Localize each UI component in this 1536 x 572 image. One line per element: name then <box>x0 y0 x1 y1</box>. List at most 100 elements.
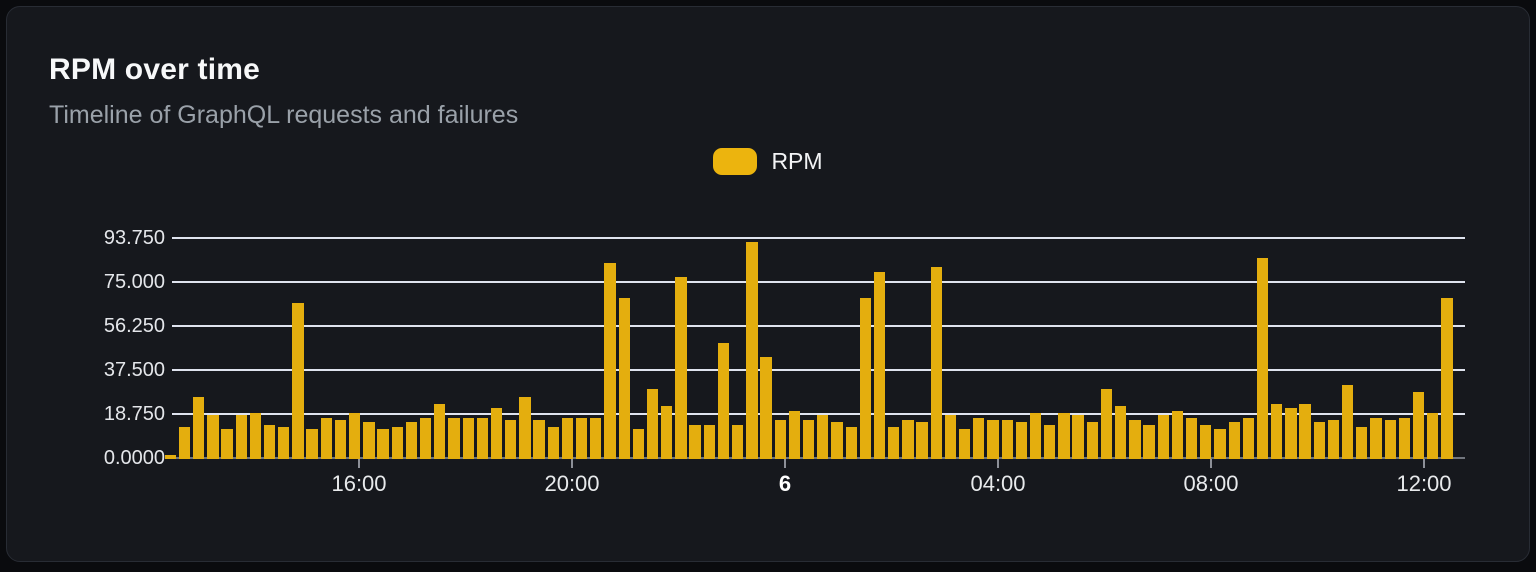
rpm-bar <box>363 422 375 459</box>
rpm-bar <box>1384 420 1396 459</box>
rpm-bar <box>1370 417 1382 459</box>
rpm-bar <box>959 429 971 459</box>
x-axis-label: 16:00 <box>331 471 387 496</box>
rpm-bar <box>802 420 815 459</box>
rpm-bar <box>1441 297 1453 459</box>
x-axis-label: 20:00 <box>544 471 600 496</box>
rpm-bar <box>1001 420 1013 459</box>
rpm-bar <box>193 396 205 459</box>
x-axis-tick <box>997 458 999 468</box>
rpm-bar <box>902 420 914 459</box>
y-axis-label: 56.250 <box>103 314 165 337</box>
rpm-bar <box>377 429 389 459</box>
gridline <box>172 412 1465 415</box>
y-axis-label: 0.0000 <box>103 446 165 469</box>
rpm-bar <box>405 422 418 459</box>
y-axis-label: 18.750 <box>103 402 165 425</box>
rpm-bar <box>1214 429 1226 459</box>
rpm-bar <box>774 420 786 459</box>
rpm-bar <box>249 412 262 459</box>
rpm-bar <box>873 272 886 459</box>
rpm-bar <box>1327 420 1340 459</box>
rpm-bar <box>434 403 446 459</box>
rpm-bar <box>448 417 460 459</box>
rpm-bar <box>703 424 715 459</box>
rpm-bar <box>1072 415 1084 459</box>
rpm-bar <box>1044 424 1056 459</box>
rpm-bar <box>1398 417 1411 459</box>
rpm-bar <box>1143 424 1155 459</box>
rpm-bar <box>1427 412 1439 459</box>
rpm-bar <box>888 427 900 459</box>
rpm-bar <box>1271 403 1283 459</box>
rpm-bar <box>689 424 701 459</box>
rpm-bar-chart-plot-area[interactable]: 0.0000 18.750 37.500 56.250 75.000 93.750 16:0… <box>7 7 1529 561</box>
rpm-bar <box>1100 389 1113 459</box>
rpm-bar <box>1086 422 1098 459</box>
page-title: RPM over time <box>49 53 260 86</box>
rpm-bar <box>547 427 559 459</box>
rpm-bar <box>930 267 942 459</box>
rpm-bar <box>505 420 517 459</box>
rpm-bar <box>334 420 347 459</box>
rpm-bar <box>944 415 957 459</box>
rpm-bar <box>746 241 758 459</box>
x-axis-tick <box>571 458 573 468</box>
rpm-bar <box>1256 258 1269 459</box>
rpm-bar <box>1228 422 1240 459</box>
legend-item-rpm[interactable]: RPM <box>713 147 823 175</box>
x-axis-tick <box>784 458 786 468</box>
rpm-bar <box>831 422 843 459</box>
rpm-bar <box>1129 420 1141 459</box>
rpm-bar <box>1242 417 1255 459</box>
rpm-bar <box>164 454 176 459</box>
rpm-bar <box>235 415 247 459</box>
rpm-bar <box>306 429 318 459</box>
gridline <box>172 324 1465 327</box>
rpm-bar <box>1185 417 1198 459</box>
rpm-bar <box>646 389 659 459</box>
rpm-bar <box>221 429 233 459</box>
rpm-bar <box>632 429 645 459</box>
gridline <box>172 236 1465 239</box>
rpm-bar <box>1015 422 1028 459</box>
rpm-bar <box>263 424 276 459</box>
rpm-bar <box>732 424 744 459</box>
x-axis-tick <box>358 458 360 468</box>
rpm-bar <box>1356 427 1368 459</box>
rpm-bar <box>207 415 219 459</box>
x-axis-label: 6 <box>778 471 792 496</box>
y-axis-label: 93.750 <box>103 226 165 249</box>
rpm-bar <box>788 410 801 459</box>
rpm-bar <box>1299 403 1311 459</box>
rpm-bar <box>987 420 999 459</box>
rpm-bar <box>675 276 687 459</box>
x-axis-label: 04:00 <box>970 471 1026 496</box>
rpm-bar <box>533 420 545 459</box>
y-axis-label: 75.000 <box>103 270 165 293</box>
rpm-bar <box>661 405 673 459</box>
chart-card: RPM over time Timeline of GraphQL reques… <box>6 6 1530 562</box>
rpm-bar <box>1171 410 1184 459</box>
rpm-bar <box>845 427 857 459</box>
rpm-bar <box>292 302 304 459</box>
rpm-bar <box>817 415 829 459</box>
rpm-bar <box>519 396 531 459</box>
legend-swatch-rpm <box>713 147 758 175</box>
rpm-bar <box>1285 408 1297 459</box>
rpm-bar <box>618 297 630 459</box>
x-axis-tick <box>1423 458 1425 468</box>
rpm-bar <box>604 262 616 459</box>
rpm-bar <box>973 417 985 459</box>
gridline <box>172 280 1465 283</box>
rpm-bar <box>561 417 574 459</box>
legend: RPM <box>7 145 1529 177</box>
rpm-bar <box>916 422 928 459</box>
x-axis-tick <box>1210 458 1212 468</box>
rpm-bar <box>1342 384 1354 459</box>
rpm-bar <box>590 417 602 459</box>
rpm-bar <box>1029 412 1042 459</box>
rpm-bar <box>576 417 588 459</box>
rpm-bar <box>1115 405 1127 459</box>
